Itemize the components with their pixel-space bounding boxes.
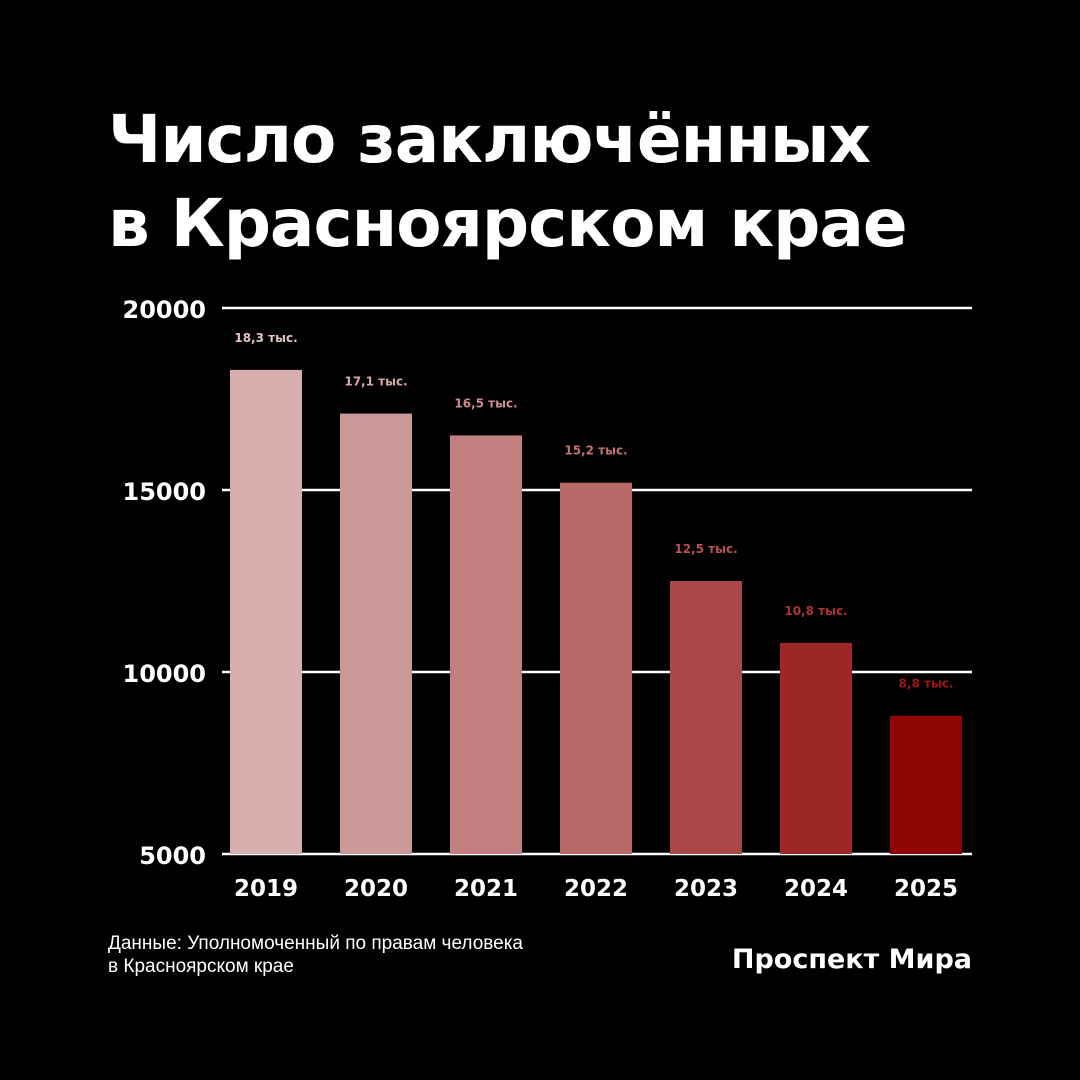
data-label-2025: 8,8 тыс.	[899, 677, 954, 691]
x-axis-tick-labels: 2019 2020 2021 2022 2023 2024 2025	[234, 876, 958, 902]
y-tick-label-15000: 15000	[123, 478, 207, 506]
data-label-2021: 16,5 тыс.	[454, 396, 517, 410]
data-source-line-2: в Красноярском крае	[108, 956, 294, 977]
x-tick-label-2021: 2021	[454, 876, 518, 902]
data-source-note: Данные: Уполномоченный по правам человек…	[108, 932, 523, 978]
y-axis-tick-labels: 5000 10000 15000 20000	[123, 296, 207, 870]
y-tick-label-10000: 10000	[123, 660, 207, 688]
data-label-2023: 12,5 тыс.	[674, 542, 737, 556]
data-label-2019: 18,3 тыс.	[234, 331, 297, 345]
y-tick-label-20000: 20000	[123, 296, 207, 324]
bar-2022	[560, 482, 632, 854]
data-label-2024: 10,8 тыс.	[784, 604, 847, 618]
x-tick-label-2025: 2025	[894, 876, 958, 902]
data-label-2022: 15,2 тыс.	[564, 444, 627, 458]
bar-2021	[450, 435, 522, 854]
data-labels: 18,3 тыс. 17,1 тыс. 16,5 тыс. 15,2 тыс. 12,5…	[234, 331, 953, 691]
x-tick-label-2019: 2019	[234, 876, 298, 902]
chart-title-line-2: в Красноярском крае	[108, 185, 908, 262]
chart-title-line-1: Число заключённых	[108, 101, 871, 178]
y-tick-label-5000: 5000	[139, 842, 206, 870]
x-tick-label-2023: 2023	[674, 876, 738, 902]
bar-2025	[890, 715, 962, 854]
bars	[230, 369, 962, 854]
bar-2024	[780, 642, 852, 854]
brand-name: Проспект Мира	[731, 944, 972, 975]
bar-2023	[670, 581, 742, 854]
x-tick-label-2022: 2022	[564, 876, 628, 902]
chart-title: Число заключённых в Красноярском крае	[108, 98, 908, 266]
x-tick-label-2024: 2024	[784, 876, 848, 902]
bar-2019	[230, 369, 302, 854]
data-label-2020: 17,1 тыс.	[344, 375, 407, 389]
data-source-line-1: Данные: Уполномоченный по правам человек…	[108, 933, 524, 954]
x-tick-label-2020: 2020	[344, 876, 408, 902]
bar-2020	[340, 413, 412, 854]
